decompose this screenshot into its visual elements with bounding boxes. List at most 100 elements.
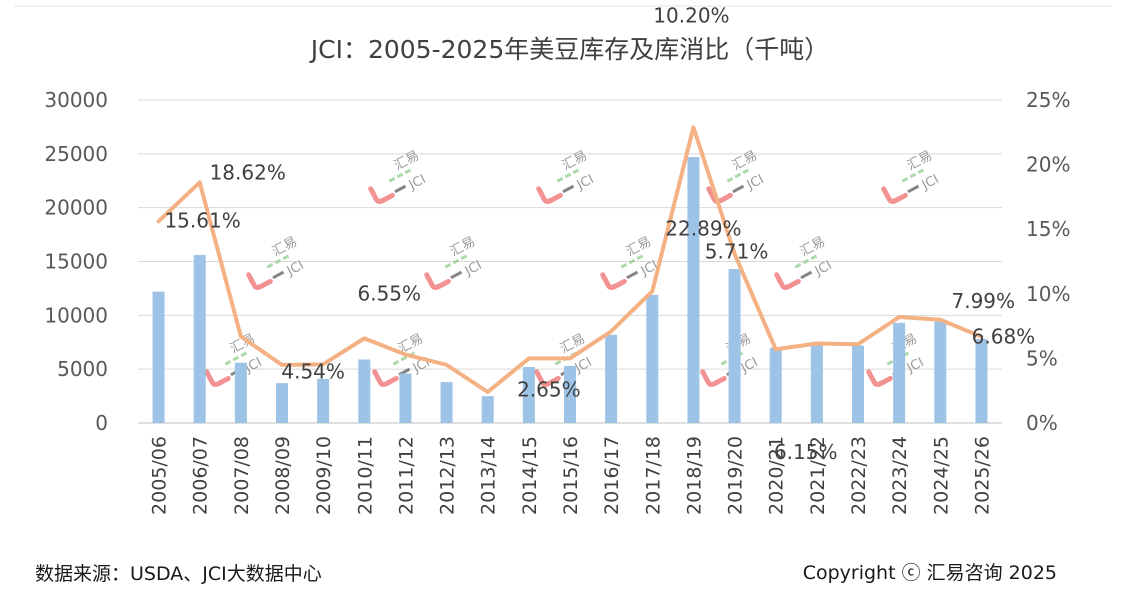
bar [152,291,165,423]
data-labels: 15.61% 18.62% 4.54% 6.55% 2.65% 10.20% 22.89%5… [164,3,1035,464]
data-label: 4.54% [281,359,345,383]
bar [522,367,535,423]
bar [934,321,947,423]
bar [193,255,206,423]
bar [605,334,618,423]
watermark-bar [450,270,463,280]
bar [646,294,659,423]
watermark-mark [881,186,908,204]
bar [481,396,494,423]
watermark-bar [388,168,412,183]
data-label: 2.65% [517,377,581,401]
x-tick-label: 2017/18 [642,436,664,515]
bar [440,382,453,423]
watermark-bar [626,270,639,280]
bar [358,359,371,423]
watermark-brand: JCI [812,258,835,280]
watermark-mark [204,369,231,387]
left-tick-label: 10000 [44,303,108,327]
x-tick-label: 2020/21 [766,436,788,515]
data-label: 6.55% [358,281,422,305]
x-tick-label: 2010/11 [354,436,376,515]
bar [317,378,330,423]
watermark-mark [424,272,451,290]
bar [893,322,906,423]
watermark-bar [224,351,248,366]
watermark-brand: JCI [572,355,595,377]
line-series [156,125,984,394]
bar-series [152,157,988,423]
x-axis: 2005/06 2006/07 2007/08 2008/09 2009/10 2010/… [149,436,994,515]
bar [810,342,823,423]
watermark-brand: JCI [744,172,767,194]
x-tick-label: 2023/24 [889,436,911,515]
right-tick-label: 5% [1026,346,1058,370]
watermark-brand: JCI [242,355,265,377]
right-tick-label: 20% [1026,153,1070,177]
x-tick-label: 2022/23 [848,436,870,515]
bar [276,383,288,423]
bar [234,362,247,423]
watermark-mark [774,272,801,290]
watermark-bar [901,168,925,183]
left-tick-label: 20000 [44,196,108,220]
right-tick-label: 25% [1026,88,1070,112]
bar [852,345,864,423]
right-tick-label: 10% [1026,282,1070,306]
x-tick-label: 2007/08 [231,436,253,515]
left-tick-label: 30000 [44,88,108,112]
data-label: 18.62% [210,160,286,184]
watermark-brand: JCI [406,172,429,194]
x-tick-label: 2016/17 [601,436,623,515]
watermark-bar [800,270,813,280]
watermark-mark [600,272,627,290]
x-tick-label: 2012/13 [437,436,459,515]
watermark-mark [534,369,561,387]
x-tick-label: 2024/25 [930,436,952,515]
right-axis: 0% 5% 10% 15% 20% 25% [1026,88,1070,435]
source-note: 数据来源：USDA、JCI大数据中心 [35,563,322,585]
watermark-mark [866,369,893,387]
left-tick-label: 25000 [44,142,108,166]
data-label: 6.68% [972,325,1036,349]
bar [728,269,741,423]
watermark-bar [444,254,468,269]
bar [399,373,412,423]
data-label: 15.61% [164,208,240,232]
x-tick-label: 2025/26 [971,436,993,515]
data-label: 6.15% [774,440,838,464]
watermark-bar [266,254,290,269]
chart-title: JCI：2005-2025年美豆库存及库消比（千吨） [309,35,829,64]
watermark-mark [372,369,399,387]
watermark-mark [368,186,395,204]
watermark-bar [562,184,575,194]
x-tick-label: 2013/14 [478,436,500,515]
x-tick-label: 2006/07 [190,436,212,515]
left-tick-label: 0 [95,411,108,435]
bar [564,365,576,423]
watermark-mark [246,272,273,290]
data-label: 10.20% [653,3,729,27]
bar [769,347,782,423]
x-tick-label: 2019/20 [725,436,747,515]
watermark-bar [907,184,920,194]
ratio-line [156,125,984,394]
copyright-note: Copyright ⓒ 汇易咨询 2025 [803,562,1057,584]
watermark-brand: JCI [462,258,485,280]
data-label: 5.71% [705,240,769,264]
left-tick-label: 5000 [57,357,108,381]
watermark-bar [726,168,750,183]
right-tick-label: 15% [1026,217,1070,241]
bar [687,157,700,423]
watermark-brand: JCI [919,172,942,194]
right-tick-label: 0% [1026,411,1058,435]
data-label: 7.99% [952,289,1016,313]
watermark-mark [536,186,563,204]
watermark-bar [732,184,745,194]
watermark-bar [556,168,580,183]
x-tick-label: 2014/15 [519,436,541,515]
